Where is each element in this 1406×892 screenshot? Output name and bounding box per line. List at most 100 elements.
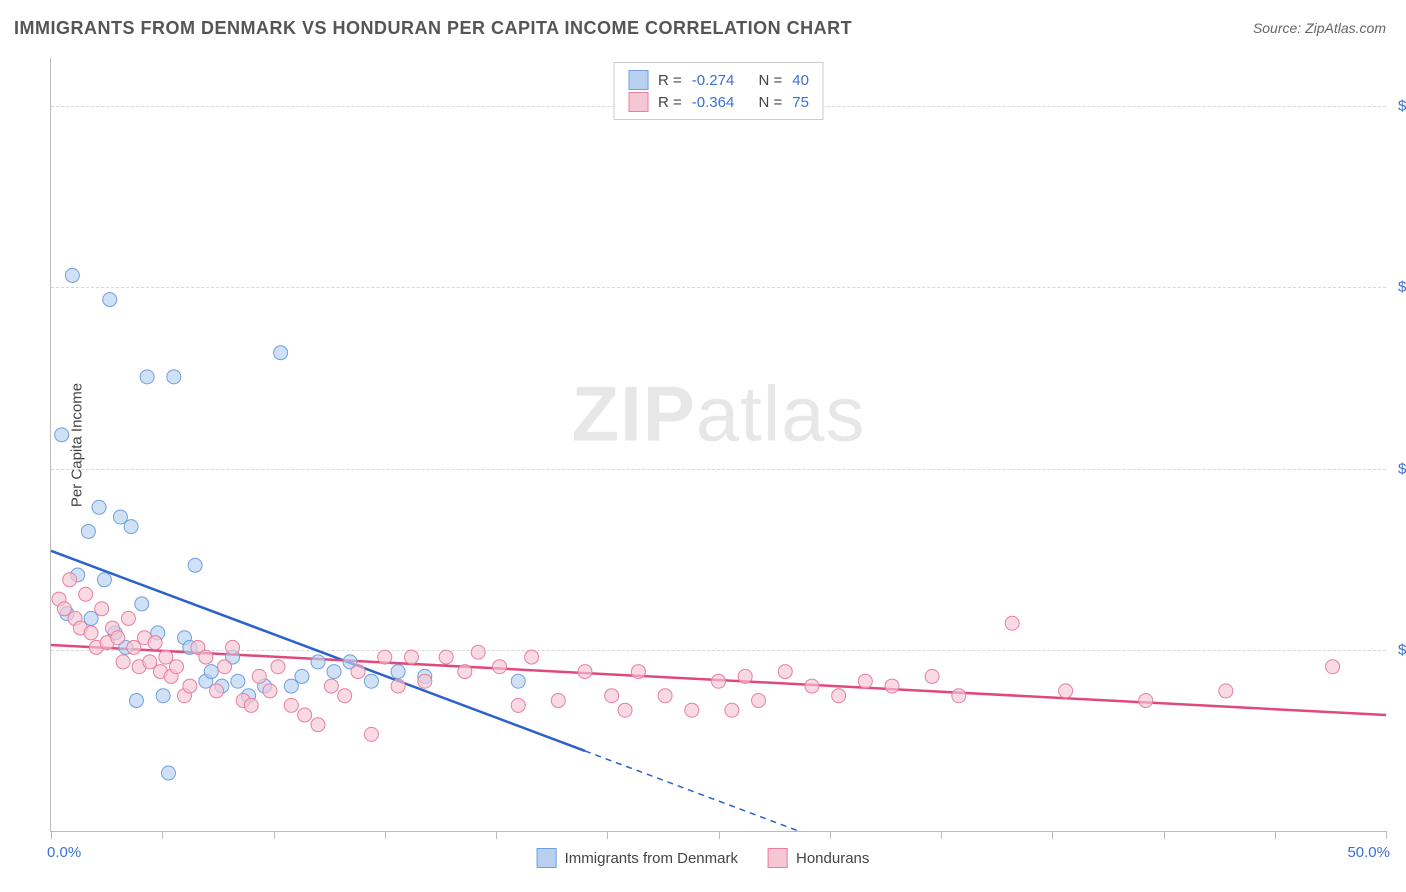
data-point <box>188 558 202 572</box>
data-point <box>1059 684 1073 698</box>
data-point <box>116 655 130 669</box>
x-tick <box>607 831 608 839</box>
data-point <box>778 665 792 679</box>
data-point <box>338 689 352 703</box>
data-point <box>103 293 117 307</box>
x-axis-min-label: 0.0% <box>47 844 81 861</box>
legend-swatch-icon <box>537 848 557 868</box>
data-point <box>156 689 170 703</box>
data-point <box>391 679 405 693</box>
data-point <box>327 665 341 679</box>
data-point <box>1326 660 1340 674</box>
legend-item-label: Immigrants from Denmark <box>565 850 738 867</box>
data-point <box>752 694 766 708</box>
x-tick <box>1052 831 1053 839</box>
data-point <box>95 602 109 616</box>
data-point <box>244 698 258 712</box>
data-point <box>364 727 378 741</box>
legend-n-label: N = <box>759 72 783 89</box>
legend-swatch-icon <box>628 92 648 112</box>
plot-area: ZIPatlas $37,500$75,000$112,500$150,000 … <box>50 58 1386 832</box>
data-point <box>167 370 181 384</box>
legend-n-value: 40 <box>792 72 809 89</box>
data-point <box>124 520 138 534</box>
data-point <box>271 660 285 674</box>
data-point <box>204 665 218 679</box>
data-point <box>218 660 232 674</box>
data-point <box>263 684 277 698</box>
data-point <box>111 631 125 645</box>
data-point <box>418 674 432 688</box>
data-point <box>161 766 175 780</box>
data-point <box>551 694 565 708</box>
data-point <box>65 268 79 282</box>
x-tick <box>51 831 52 839</box>
x-axis-max-label: 50.0% <box>1347 844 1390 861</box>
data-point <box>84 626 98 640</box>
data-point <box>618 703 632 717</box>
data-point <box>121 611 135 625</box>
legend-n-label: N = <box>759 94 783 111</box>
data-point <box>952 689 966 703</box>
data-point <box>324 679 338 693</box>
data-point <box>140 370 154 384</box>
x-tick <box>719 831 720 839</box>
x-tick <box>1164 831 1165 839</box>
data-point <box>226 640 240 654</box>
data-point <box>129 694 143 708</box>
legend-r-label: R = <box>658 72 682 89</box>
legend-row: R = -0.364 N = 75 <box>628 91 809 113</box>
data-point <box>511 698 525 712</box>
legend-r-label: R = <box>658 94 682 111</box>
data-point <box>631 665 645 679</box>
data-point <box>1005 616 1019 630</box>
data-point <box>738 669 752 683</box>
correlation-legend: R = -0.274 N = 40 R = -0.364 N = 75 <box>613 62 824 120</box>
data-point <box>832 689 846 703</box>
data-point <box>295 669 309 683</box>
legend-item: Immigrants from Denmark <box>537 848 738 868</box>
x-tick <box>941 831 942 839</box>
x-tick <box>274 831 275 839</box>
data-point <box>252 669 266 683</box>
data-point <box>79 587 93 601</box>
x-tick <box>1386 831 1387 839</box>
data-point <box>658 689 672 703</box>
data-point <box>311 655 325 669</box>
chart-title: IMMIGRANTS FROM DENMARK VS HONDURAN PER … <box>14 18 852 39</box>
data-point <box>311 718 325 732</box>
data-point <box>1219 684 1233 698</box>
legend-item-label: Hondurans <box>796 850 869 867</box>
data-point <box>805 679 819 693</box>
x-tick <box>385 831 386 839</box>
data-point <box>199 650 213 664</box>
data-point <box>605 689 619 703</box>
data-point <box>404 650 418 664</box>
source-label: Source: <box>1253 20 1301 36</box>
data-point <box>458 665 472 679</box>
legend-swatch-icon <box>768 848 788 868</box>
data-point <box>858 674 872 688</box>
series-legend: Immigrants from Denmark Hondurans <box>537 848 870 868</box>
data-point <box>210 684 224 698</box>
x-tick <box>830 831 831 839</box>
x-tick <box>162 831 163 839</box>
data-point <box>298 708 312 722</box>
data-point <box>135 597 149 611</box>
data-point <box>63 573 77 587</box>
data-point <box>97 573 111 587</box>
data-point <box>183 679 197 693</box>
chart-container: IMMIGRANTS FROM DENMARK VS HONDURAN PER … <box>0 0 1406 892</box>
data-point <box>1139 694 1153 708</box>
data-point <box>493 660 507 674</box>
x-tick <box>1275 831 1276 839</box>
data-point <box>578 665 592 679</box>
data-point <box>148 636 162 650</box>
data-point <box>471 645 485 659</box>
data-point <box>925 669 939 683</box>
data-point <box>439 650 453 664</box>
y-tick-label: $112,500 <box>1390 279 1406 296</box>
data-point <box>364 674 378 688</box>
source-value: ZipAtlas.com <box>1305 20 1386 36</box>
y-tick-label: $75,000 <box>1390 460 1406 477</box>
